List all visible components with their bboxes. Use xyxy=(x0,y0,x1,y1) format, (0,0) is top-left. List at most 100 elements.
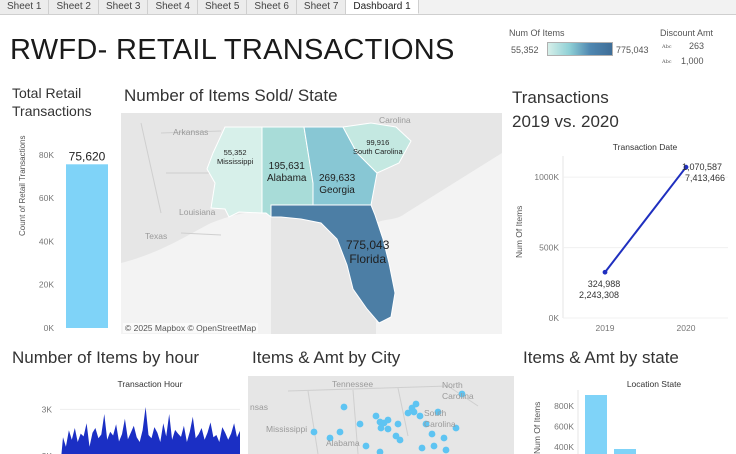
map-credit[interactable]: © 2025 Mapbox © OpenStreetMap xyxy=(123,323,259,333)
state-bar-ylabel: Num Of Items xyxy=(532,402,542,454)
state-label-florida[interactable]: 775,043 Florida xyxy=(346,238,389,267)
south-carolina-shape xyxy=(342,122,412,174)
sheet-tab-1[interactable]: Sheet 1 xyxy=(0,0,50,14)
city-marker[interactable] xyxy=(412,400,420,408)
city-marker[interactable] xyxy=(422,420,430,428)
city-marker[interactable] xyxy=(336,428,344,436)
city-map[interactable]: Tennessee North Carolina South Carolina … xyxy=(248,376,514,454)
state-label-georgia[interactable]: 269,633 Georgia xyxy=(319,173,355,196)
sheet-tab-bar: Sheet 1 Sheet 2 Sheet 3 Sheet 4 Sheet 5 Sheet… xyxy=(0,0,736,15)
mississippi-value: 55,352 xyxy=(223,148,247,157)
bg-label-carolina: Carolina xyxy=(379,115,411,125)
state-map[interactable]: Arkansas Carolina Texas Louisiana 55,352… xyxy=(121,113,502,334)
city-marker[interactable] xyxy=(430,442,438,450)
state-label-south-carolina[interactable]: 99,916 South Carolina xyxy=(353,138,403,156)
discount-legend-value-2: 1,000 xyxy=(681,56,704,66)
city-marker[interactable] xyxy=(442,446,450,454)
transactions-line-chart[interactable]: Transaction Date Num Of Items 1000K 500K 0… xyxy=(508,138,734,338)
city-marker[interactable] xyxy=(452,424,460,432)
state-bar-georgia[interactable] xyxy=(614,449,636,454)
total-panel-title-line1: Total Retail xyxy=(12,85,82,101)
city-bg-tennessee: Tennessee xyxy=(332,379,374,389)
sheet-tab-7[interactable]: Sheet 7 xyxy=(296,0,347,14)
transactions-x-tick: 2019 xyxy=(596,323,615,333)
sheet-tab-8[interactable]: Dashboard 1 xyxy=(346,0,419,14)
abc-size-marker-large: Abc xyxy=(662,59,672,65)
state-bar-chart[interactable]: Location State Num Of Items 800K 600K 400K xyxy=(518,374,736,454)
hour-chart-title: Transaction Hour xyxy=(118,379,183,389)
transactions-y-tick: 500K xyxy=(539,243,559,253)
city-marker[interactable] xyxy=(404,409,412,417)
city-marker[interactable] xyxy=(440,434,448,442)
transactions-2020-amt-label: 7,413,466 xyxy=(685,173,725,183)
state-bar-y-tick: 800K xyxy=(554,401,574,411)
city-marker[interactable] xyxy=(356,420,364,428)
city-marker[interactable] xyxy=(396,436,404,444)
discount-legend-value-1: 263 xyxy=(689,41,705,51)
city-marker[interactable] xyxy=(384,416,392,424)
total-y-tick: 20K xyxy=(39,280,54,290)
city-marker[interactable] xyxy=(434,408,442,416)
transactions-y-tick: 1000K xyxy=(534,172,559,182)
florida-name: Florida xyxy=(349,251,387,266)
total-y-tick: 60K xyxy=(39,193,54,203)
total-y-tick: 80K xyxy=(39,150,54,160)
transactions-point-2020[interactable] xyxy=(683,164,689,170)
city-marker[interactable] xyxy=(428,430,436,438)
state-map-shapes xyxy=(121,113,502,334)
city-marker[interactable] xyxy=(410,408,418,416)
total-y-tick: 0K xyxy=(44,323,55,333)
city-bg-south: South xyxy=(424,408,447,418)
abc-size-marker-small: Abc xyxy=(662,44,672,50)
city-marker[interactable] xyxy=(340,403,348,411)
transactions-trend-line[interactable] xyxy=(604,166,687,273)
items-legend-title: Num Of Items xyxy=(509,28,565,38)
city-marker[interactable] xyxy=(394,420,402,428)
transactions-2020-items-label: 1,070,587 xyxy=(682,162,722,172)
south-carolina-value: 99,916 xyxy=(366,138,390,147)
city-marker[interactable] xyxy=(458,390,466,398)
hour-area[interactable] xyxy=(60,407,240,454)
sheet-tab-3[interactable]: Sheet 3 xyxy=(98,0,149,14)
total-transactions-chart[interactable]: Count of Retail Transactions 80K 60K 40K 20… xyxy=(0,128,118,338)
city-marker[interactable] xyxy=(377,424,385,432)
hour-y-tick: 3K xyxy=(42,404,53,414)
sheet-tab-5[interactable]: Sheet 5 xyxy=(197,0,248,14)
hour-panel-title: Number of Items by hour xyxy=(12,348,200,367)
sheet-tab-4[interactable]: Sheet 4 xyxy=(148,0,198,14)
transactions-panel-title: Transactions 2019 vs. 2020 xyxy=(512,86,619,134)
city-marker[interactable] xyxy=(376,448,384,454)
transactions-x-tick: 2020 xyxy=(677,323,696,333)
city-map-shapes xyxy=(248,376,514,454)
city-bg-carolina-2: Carolina xyxy=(424,419,456,429)
state-label-mississippi[interactable]: 55,352 Mississippi xyxy=(217,148,254,166)
hour-area-chart[interactable]: Transaction Hour 3K 2K xyxy=(0,374,244,454)
state-bar-florida[interactable] xyxy=(585,395,607,454)
city-marker[interactable] xyxy=(310,428,318,436)
discount-legend-title: Discount Amt xyxy=(660,28,714,38)
total-transactions-bar[interactable] xyxy=(66,164,108,328)
city-marker[interactable] xyxy=(384,425,392,433)
city-marker[interactable] xyxy=(326,434,334,442)
sheet-tab-6[interactable]: Sheet 6 xyxy=(247,0,297,14)
total-panel-title: Total Retail Transactions xyxy=(12,84,92,120)
transactions-y-tick: 0K xyxy=(549,313,560,323)
bg-label-louisiana: Louisiana xyxy=(179,207,216,217)
city-marker[interactable] xyxy=(362,442,370,450)
mississippi-name: Mississippi xyxy=(217,156,254,166)
city-marker[interactable] xyxy=(418,444,426,452)
city-marker[interactable] xyxy=(416,412,424,420)
state-label-alabama[interactable]: 195,631 Alabama xyxy=(267,161,306,184)
city-bg-carolina-1: Carolina xyxy=(442,391,474,401)
georgia-name: Georgia xyxy=(319,184,355,196)
transactions-point-2019[interactable] xyxy=(602,269,608,275)
items-color-gradient xyxy=(547,42,613,56)
transactions-chart-title: Transaction Date xyxy=(613,142,678,152)
state-bar-panel-title: Items & Amt by state xyxy=(523,348,679,367)
transactions-title-line1: Transactions xyxy=(512,88,609,107)
city-marker[interactable] xyxy=(372,412,380,420)
sheet-tab-2[interactable]: Sheet 2 xyxy=(49,0,99,14)
bg-label-arkansas: Arkansas xyxy=(173,127,209,137)
total-ylabel: Count of Retail Transactions xyxy=(18,136,27,237)
total-bar-value-label: 75,620 xyxy=(69,149,106,163)
